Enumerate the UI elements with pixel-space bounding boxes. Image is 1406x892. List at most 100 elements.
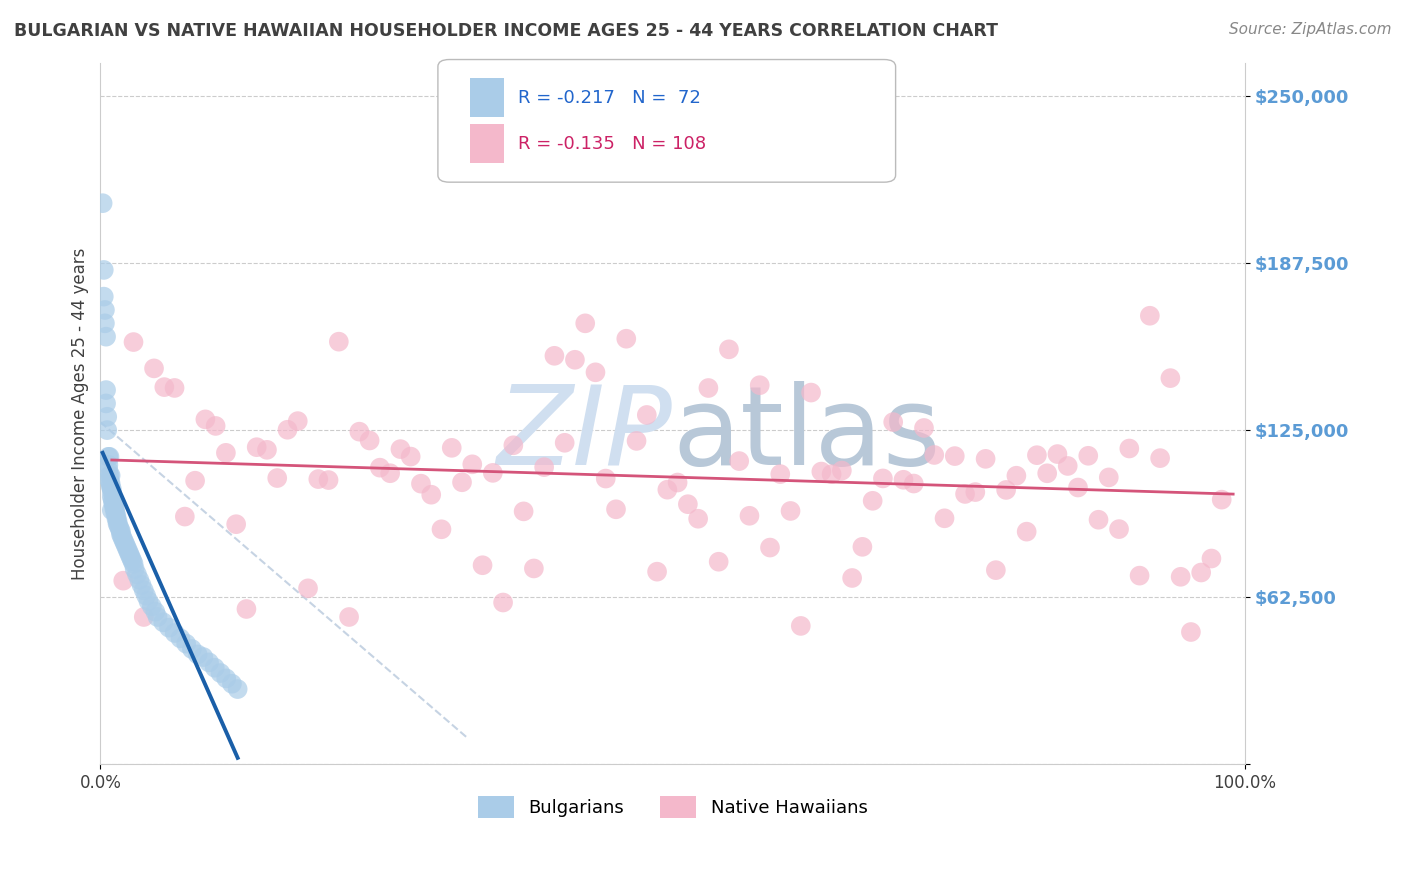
Point	[117, 543, 139, 558]
Point	[1170, 570, 1192, 584]
Point	[163, 381, 186, 395]
Point	[502, 438, 524, 452]
Point	[91, 196, 114, 211]
Point	[146, 610, 169, 624]
Point	[204, 419, 226, 434]
Point	[543, 349, 565, 363]
Point	[107, 514, 129, 528]
Point	[626, 434, 648, 448]
Point	[141, 599, 163, 614]
Point	[943, 449, 966, 463]
Point	[100, 479, 122, 493]
Point	[215, 672, 238, 686]
Point	[98, 450, 121, 464]
Text: BULGARIAN VS NATIVE HAWAIIAN HOUSEHOLDER INCOME AGES 25 - 44 YEARS CORRELATION C: BULGARIAN VS NATIVE HAWAIIAN HOUSEHOLDER…	[14, 22, 998, 40]
Point	[173, 509, 195, 524]
Point	[121, 554, 143, 568]
Point	[125, 567, 148, 582]
Point	[995, 483, 1018, 497]
Point	[953, 487, 976, 501]
Point	[103, 498, 125, 512]
Point	[104, 506, 127, 520]
Point	[180, 642, 202, 657]
Point	[184, 474, 207, 488]
Point	[226, 682, 249, 697]
Point	[451, 475, 474, 490]
Point	[748, 378, 770, 392]
Text: ZIP: ZIP	[496, 381, 672, 488]
Point	[307, 472, 329, 486]
Point	[409, 476, 432, 491]
Point	[1098, 470, 1121, 484]
Point	[98, 474, 121, 488]
Point	[107, 519, 129, 533]
Point	[903, 476, 925, 491]
Point	[1056, 458, 1078, 473]
Point	[851, 540, 873, 554]
Point	[194, 412, 217, 426]
Point	[101, 484, 124, 499]
Point	[128, 573, 150, 587]
Point	[862, 493, 884, 508]
Point	[96, 409, 118, 424]
Point	[1189, 566, 1212, 580]
Point	[235, 602, 257, 616]
Point	[122, 334, 145, 349]
Point	[157, 621, 180, 635]
Point	[97, 458, 120, 472]
Point	[193, 650, 215, 665]
Point	[112, 574, 135, 588]
Point	[564, 352, 586, 367]
Point	[225, 517, 247, 532]
Point	[420, 488, 443, 502]
Point	[101, 495, 124, 509]
Point	[132, 583, 155, 598]
Point	[934, 511, 956, 525]
Point	[1036, 467, 1059, 481]
Point	[96, 423, 118, 437]
Point	[984, 563, 1007, 577]
Point	[759, 541, 782, 555]
Point	[893, 473, 915, 487]
Point	[697, 381, 720, 395]
Point	[276, 423, 298, 437]
Point	[554, 435, 576, 450]
Bar	[470, 78, 505, 117]
Point	[1159, 371, 1181, 385]
Text: Source: ZipAtlas.com: Source: ZipAtlas.com	[1229, 22, 1392, 37]
Legend: Bulgarians, Native Hawaiians: Bulgarians, Native Hawaiians	[471, 789, 875, 825]
Point	[614, 332, 637, 346]
Point	[94, 396, 117, 410]
Point	[101, 492, 124, 507]
Point	[108, 522, 131, 536]
Point	[820, 467, 842, 482]
Point	[209, 666, 232, 681]
Y-axis label: Householder Income Ages 25 - 44 years: Householder Income Ages 25 - 44 years	[72, 247, 89, 580]
Point	[965, 485, 987, 500]
Point	[118, 546, 141, 560]
Point	[215, 446, 238, 460]
Point	[297, 582, 319, 596]
Point	[657, 483, 679, 497]
Point	[107, 516, 129, 531]
Point	[1087, 513, 1109, 527]
Point	[132, 610, 155, 624]
Point	[389, 442, 412, 457]
Point	[779, 504, 801, 518]
Point	[882, 415, 904, 429]
Point	[1118, 442, 1140, 456]
Point	[287, 414, 309, 428]
Point	[738, 508, 761, 523]
Point	[318, 473, 340, 487]
Point	[482, 466, 505, 480]
Point	[174, 637, 197, 651]
Point	[111, 530, 134, 544]
Point	[574, 316, 596, 330]
Point	[187, 648, 209, 662]
Point	[93, 263, 115, 277]
Point	[100, 476, 122, 491]
Point	[666, 475, 689, 490]
Point	[595, 472, 617, 486]
Point	[461, 458, 484, 472]
Point	[430, 522, 453, 536]
